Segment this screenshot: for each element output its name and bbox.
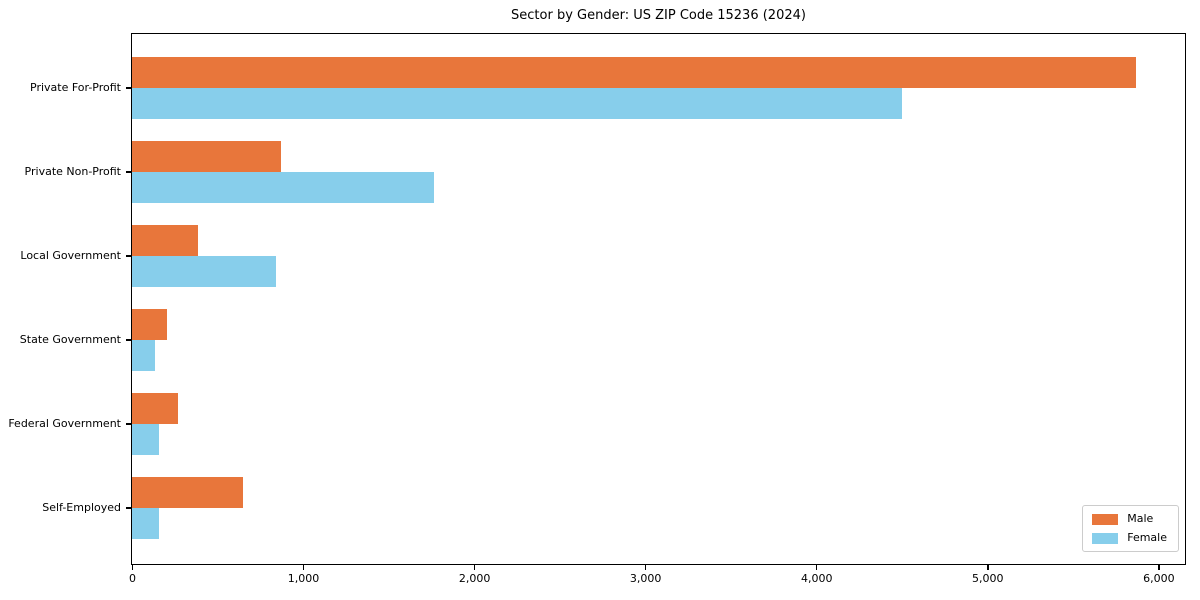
y-tick-mark xyxy=(126,423,131,425)
x-tick-label-1-000: 1,000 xyxy=(287,572,320,585)
y-tick-mark xyxy=(126,255,131,257)
x-tick-label-2-000: 2,000 xyxy=(458,572,491,585)
bar-female-federal-government xyxy=(132,423,160,455)
x-tick-label-5-000: 5,000 xyxy=(972,572,1004,585)
x-tick-mark xyxy=(644,565,647,570)
x-tick-mark xyxy=(815,565,818,570)
bar-male-self-employed xyxy=(132,476,244,508)
bar-male-federal-government xyxy=(132,392,179,424)
chart-title: Sector by Gender: US ZIP Code 15236 (202… xyxy=(511,8,806,23)
y-tick-label-state-government: State Government xyxy=(19,333,121,346)
bar-male-private-for-profit xyxy=(132,56,1137,88)
legend: Male Female xyxy=(1082,505,1179,552)
bar-female-private-non-profit xyxy=(132,171,434,203)
x-tick-mark xyxy=(987,565,989,570)
bar-female-local-government xyxy=(132,255,276,287)
y-tick-label-private-for-profit: Private For-Profit xyxy=(30,81,121,94)
x-tick-label-4-000: 4,000 xyxy=(800,572,833,585)
bar-female-self-employed xyxy=(132,507,159,539)
y-tick-mark xyxy=(126,87,131,89)
bar-female-state-government xyxy=(132,339,156,371)
legend-swatch-male-icon xyxy=(1092,513,1119,525)
y-tick-label-private-non-profit: Private Non-Profit xyxy=(24,165,121,178)
x-tick-label-6-000: 6,000 xyxy=(1143,572,1175,585)
plot-area: Male Female xyxy=(131,33,1186,565)
legend-item-male: Male xyxy=(1092,513,1167,525)
y-tick-label-federal-government: Federal Government xyxy=(8,417,121,430)
bar-male-local-government xyxy=(132,224,198,256)
x-tick-mark xyxy=(302,565,305,570)
y-tick-mark xyxy=(126,507,131,509)
y-tick-mark xyxy=(126,171,131,173)
y-tick-label-self-employed: Self-Employed xyxy=(42,501,121,514)
x-tick-mark xyxy=(131,565,134,570)
y-tick-mark xyxy=(126,339,131,341)
bar-male-state-government xyxy=(132,308,168,340)
legend-label-female: Female xyxy=(1127,531,1167,544)
y-tick-label-local-government: Local Government xyxy=(20,249,121,262)
x-tick-label-0: 0 xyxy=(129,572,136,585)
legend-item-female: Female xyxy=(1092,532,1167,544)
bar-male-private-non-profit xyxy=(132,140,281,172)
legend-swatch-female-icon xyxy=(1092,532,1119,544)
x-tick-label-3-000: 3,000 xyxy=(629,572,662,585)
x-tick-mark xyxy=(1158,565,1160,570)
legend-label-male: Male xyxy=(1127,512,1154,525)
x-tick-mark xyxy=(473,565,476,570)
bar-female-private-for-profit xyxy=(132,87,902,119)
